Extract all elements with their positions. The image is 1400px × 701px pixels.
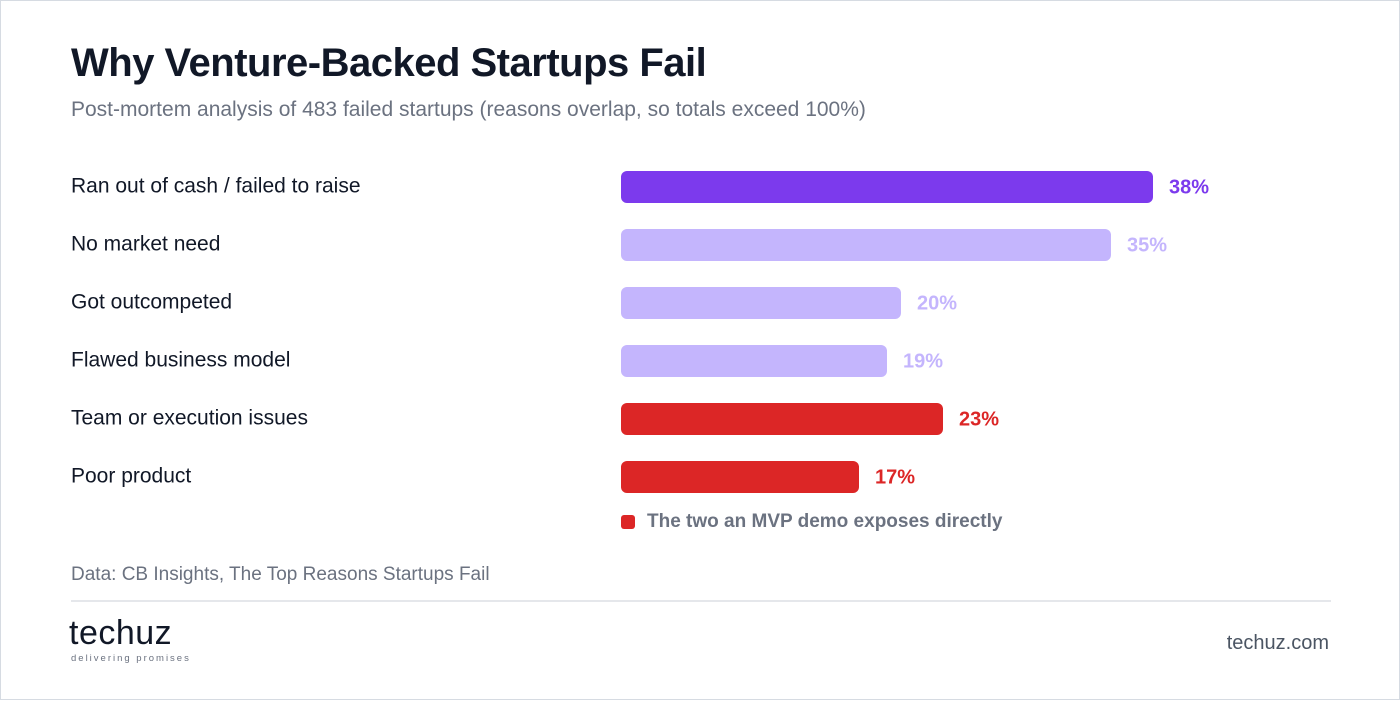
value-label: 23%	[959, 408, 999, 430]
techuz-logo: techuz delivering promises	[69, 615, 191, 664]
value-label: 38%	[1169, 176, 1209, 198]
category-label: Got outcompeted	[71, 291, 232, 314]
chart-title: Why Venture-Backed Startups Fail	[71, 41, 707, 85]
chart-subtitle: Post-mortem analysis of 483 failed start…	[71, 98, 866, 121]
category-label: Ran out of cash / failed to raise	[71, 175, 361, 198]
legend-label: The two an MVP demo exposes directly	[647, 511, 1003, 532]
footer-divider	[71, 600, 1331, 602]
category-label: Flawed business model	[71, 349, 290, 372]
legend: The two an MVP demo exposes directly	[621, 511, 1002, 533]
value-label: 19%	[903, 350, 943, 372]
value-label: 35%	[1127, 234, 1167, 256]
legend-swatch-red	[621, 515, 635, 529]
bar	[621, 229, 1111, 261]
category-label: Poor product	[71, 465, 191, 488]
category-label: Team or execution issues	[71, 407, 308, 430]
bar	[621, 403, 943, 435]
value-label: 17%	[875, 466, 915, 488]
bar	[621, 287, 901, 319]
logo-tagline: delivering promises	[71, 653, 191, 664]
bar	[621, 345, 887, 377]
source-note: Data: CB Insights, The Top Reasons Start…	[71, 564, 490, 585]
site-url: techuz.com	[1226, 632, 1329, 654]
bar	[621, 461, 859, 493]
bar	[621, 171, 1153, 203]
logo-wordmark: techuz	[69, 614, 173, 652]
category-label: No market need	[71, 233, 220, 256]
value-label: 20%	[917, 292, 957, 314]
